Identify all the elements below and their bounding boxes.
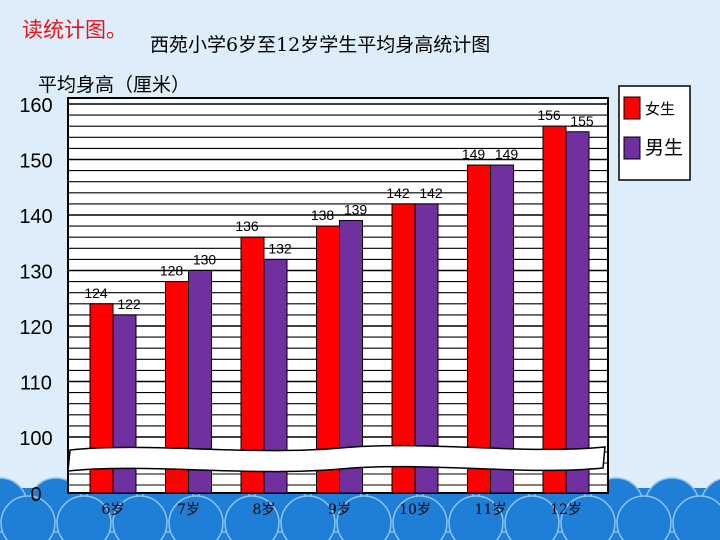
y-tick-label: 100 xyxy=(19,428,52,450)
y-tick-label: 160 xyxy=(19,95,52,117)
wave-scallop xyxy=(168,495,224,540)
bars xyxy=(89,125,590,494)
y-axis-label: 平均身高（厘米） xyxy=(38,74,191,96)
legend-label: 女生 xyxy=(645,100,675,118)
wave-scallop xyxy=(616,495,672,540)
data-label: 139 xyxy=(344,202,368,218)
wave-scallop xyxy=(392,495,448,540)
wave-scallop xyxy=(56,495,112,540)
bar-女生-11岁 xyxy=(467,164,491,494)
y-tick-label: 130 xyxy=(19,262,52,284)
bar-男生-8岁 xyxy=(263,258,288,494)
chart-title: 西苑小学6岁至12岁学生平均身高统计图 xyxy=(150,34,491,56)
wave-scallop xyxy=(336,495,392,540)
wave-scallop xyxy=(112,495,168,540)
legend-swatch-男生 xyxy=(623,136,641,160)
wave-scallop xyxy=(0,495,56,540)
wave-scallop xyxy=(224,495,280,540)
data-label: 136 xyxy=(235,218,259,234)
axis-break xyxy=(67,444,606,473)
data-label: 124 xyxy=(84,285,108,301)
wave-scallop xyxy=(672,495,720,540)
bar-男生-12岁 xyxy=(565,131,590,494)
y-tick-label: 150 xyxy=(19,151,52,173)
data-label: 138 xyxy=(311,207,335,223)
y-tick-label: 110 xyxy=(20,373,52,395)
wave-scallop xyxy=(504,495,560,540)
data-label: 155 xyxy=(570,113,594,129)
data-label: 149 xyxy=(495,146,519,162)
x-tick-label: 12岁 xyxy=(550,502,582,518)
bar-男生-7岁 xyxy=(188,270,212,494)
x-tick-label: 6岁 xyxy=(102,502,125,518)
legend-swatch-女生 xyxy=(623,96,641,120)
data-label: 149 xyxy=(462,146,486,162)
instruction-text: 读统计图。 xyxy=(22,18,127,42)
bar-男生-10岁 xyxy=(414,203,439,494)
x-tick-label: 7岁 xyxy=(177,502,200,518)
data-label: 130 xyxy=(193,252,217,268)
data-label: 128 xyxy=(160,263,184,279)
bar-男生-9岁 xyxy=(339,220,363,494)
data-label: 132 xyxy=(268,240,292,256)
wave-scallop xyxy=(560,495,616,540)
data-label: 142 xyxy=(386,185,410,201)
wave-scallop xyxy=(280,495,336,540)
bar-男生-11岁 xyxy=(490,164,514,494)
x-tick-label: 10岁 xyxy=(399,502,431,518)
y-tick-label: 120 xyxy=(19,317,52,339)
data-label: 122 xyxy=(117,296,141,312)
wave-scallop xyxy=(448,495,504,540)
x-tick-label: 9岁 xyxy=(328,502,351,518)
data-label: 156 xyxy=(537,107,561,123)
x-tick-label: 11岁 xyxy=(475,502,507,518)
data-label: 142 xyxy=(419,185,443,201)
y-tick-label: 0 xyxy=(30,484,41,506)
legend-label: 男生 xyxy=(645,137,683,159)
x-tick-label: 8岁 xyxy=(253,502,276,518)
axis-break-band xyxy=(67,444,606,473)
labels: 0 100 110 120 130 140 150 160 124 122 6岁 128 130 7岁 13… xyxy=(19,95,594,518)
y-tick-label: 140 xyxy=(19,206,52,228)
bar-女生-12岁 xyxy=(542,125,567,494)
